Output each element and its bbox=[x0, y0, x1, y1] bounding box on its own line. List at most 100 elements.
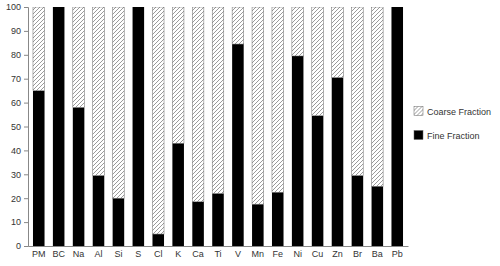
x-tick: BC bbox=[52, 246, 65, 259]
x-tick-label: Al bbox=[94, 249, 102, 259]
y-tick-label: 80 bbox=[11, 50, 21, 60]
x-tick-label: Cl bbox=[154, 249, 163, 259]
x-tick: Ni bbox=[293, 246, 302, 259]
x-tick-label: Si bbox=[114, 249, 122, 259]
y-tick: 60 bbox=[11, 98, 28, 108]
y-tick-label: 30 bbox=[11, 170, 21, 180]
y-tick: 90 bbox=[11, 26, 28, 36]
y-tick-label: 70 bbox=[11, 74, 21, 84]
x-tick-label: V bbox=[235, 249, 241, 259]
x-tick: Mn bbox=[252, 246, 265, 259]
y-tick-mark bbox=[24, 7, 28, 8]
y-tick: 50 bbox=[11, 122, 28, 132]
x-tick: Br bbox=[353, 246, 362, 259]
bar-segment bbox=[33, 91, 45, 246]
y-tick: 20 bbox=[11, 194, 28, 204]
x-tick: PM bbox=[32, 246, 46, 259]
bar-segment bbox=[172, 7, 184, 143]
legend-label: Coarse Fraction bbox=[427, 107, 491, 117]
y-tick-label: 100 bbox=[6, 2, 21, 12]
x-tick-label: S bbox=[135, 249, 141, 259]
legend-swatch bbox=[414, 107, 423, 116]
bar-segment bbox=[133, 7, 145, 246]
y-tick-mark bbox=[24, 103, 28, 104]
bar-segment bbox=[352, 7, 364, 175]
bar-segment bbox=[172, 143, 184, 246]
y-tick-mark bbox=[24, 55, 28, 56]
y-tick-mark bbox=[24, 31, 28, 32]
y-tick: 10 bbox=[11, 217, 28, 227]
y-tick-label: 10 bbox=[11, 217, 21, 227]
bar-segment bbox=[391, 7, 403, 246]
bar-segment bbox=[192, 202, 204, 246]
bar-segment bbox=[252, 204, 264, 246]
x-tick-label: Fe bbox=[272, 249, 283, 259]
x-tick: K bbox=[175, 246, 181, 259]
x-tick: Si bbox=[114, 246, 122, 259]
x-tick: S bbox=[135, 246, 141, 259]
bar-segment bbox=[272, 192, 284, 246]
x-axis-line bbox=[29, 246, 409, 247]
y-tick: 70 bbox=[11, 74, 28, 84]
bar-segment bbox=[212, 193, 224, 246]
y-tick-label: 50 bbox=[11, 122, 21, 132]
bar-segment bbox=[312, 7, 324, 116]
x-tick: Cu bbox=[312, 246, 324, 259]
bar-segment bbox=[372, 186, 384, 246]
y-tick-mark bbox=[24, 246, 28, 247]
bar-segment bbox=[113, 198, 125, 246]
x-tick-label: Ni bbox=[293, 249, 302, 259]
legend-label: Fine Fraction bbox=[427, 131, 480, 141]
bar-segment bbox=[33, 7, 45, 91]
x-tick: Zn bbox=[332, 246, 343, 259]
bar-segment bbox=[252, 7, 264, 204]
x-tick-label: PM bbox=[32, 249, 46, 259]
y-tick-label: 60 bbox=[11, 98, 21, 108]
x-tick: V bbox=[235, 246, 241, 259]
bar-segment bbox=[332, 78, 344, 246]
bar-segment bbox=[133, 7, 145, 8]
x-tick-label: BC bbox=[52, 249, 65, 259]
x-tick-label: Pb bbox=[392, 249, 403, 259]
y-tick-label: 20 bbox=[11, 194, 21, 204]
y-tick-label: 90 bbox=[11, 26, 21, 36]
y-tick: 100 bbox=[6, 2, 28, 12]
bar-segment bbox=[232, 7, 244, 44]
x-tick-label: Ti bbox=[214, 249, 221, 259]
bar-segment bbox=[292, 56, 304, 246]
x-tick-label: K bbox=[175, 249, 181, 259]
bar-segment bbox=[53, 7, 65, 246]
bar-segment bbox=[113, 7, 125, 198]
bar-segment bbox=[73, 7, 85, 107]
x-tick-label: Br bbox=[353, 249, 362, 259]
y-tick-label: 0 bbox=[16, 241, 21, 251]
x-tick-label: Mn bbox=[252, 249, 265, 259]
bar-segment bbox=[73, 107, 85, 246]
bar-segment bbox=[192, 7, 204, 202]
y-tick: 30 bbox=[11, 170, 28, 180]
bar-segment bbox=[372, 7, 384, 186]
bars bbox=[33, 7, 403, 246]
bar-segment bbox=[232, 44, 244, 246]
plot: 0102030405060708090100PMBCNaAlSiSClKCaTi… bbox=[6, 2, 409, 259]
bar-segment bbox=[212, 7, 224, 193]
y-tick-label: 40 bbox=[11, 146, 21, 156]
legend-swatch bbox=[414, 131, 423, 140]
chart: 0102030405060708090100PMBCNaAlSiSClKCaTi… bbox=[0, 0, 500, 266]
x-tick-label: Zn bbox=[332, 249, 343, 259]
y-axis: 0 10 20 30 40 50 60 70 80 90 100 bbox=[6, 2, 29, 251]
bar-segment bbox=[292, 7, 304, 56]
x-tick: Na bbox=[73, 246, 85, 259]
x-tick: Ba bbox=[372, 246, 383, 259]
bar-segment bbox=[312, 116, 324, 246]
x-tick-label: Na bbox=[73, 249, 85, 259]
y-tick-mark bbox=[24, 198, 28, 199]
bar-segment bbox=[93, 175, 105, 246]
x-tick: Al bbox=[94, 246, 102, 259]
x-tick-label: Cu bbox=[312, 249, 324, 259]
y-tick: 80 bbox=[11, 50, 28, 60]
bar-segment bbox=[152, 234, 164, 246]
bar-segment bbox=[352, 175, 364, 246]
x-tick: Cl bbox=[154, 246, 163, 259]
y-tick-mark bbox=[24, 222, 28, 223]
